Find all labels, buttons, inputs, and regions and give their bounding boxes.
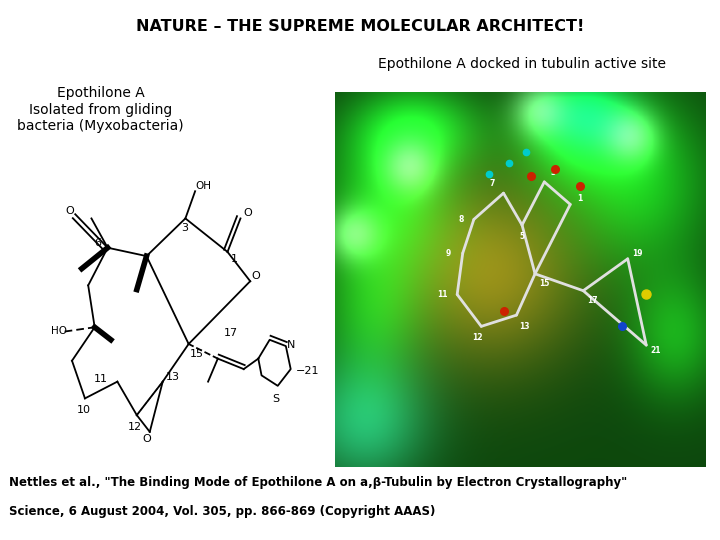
Text: OH: OH — [195, 181, 211, 191]
Text: 1: 1 — [230, 254, 238, 265]
Text: HO: HO — [51, 326, 67, 335]
Text: 5: 5 — [520, 232, 525, 241]
Text: 12: 12 — [472, 333, 483, 342]
Text: 13: 13 — [518, 322, 529, 331]
Text: 3: 3 — [551, 168, 556, 177]
Text: S: S — [273, 394, 279, 404]
Text: 11: 11 — [437, 290, 448, 299]
Text: N: N — [287, 340, 295, 350]
Text: 17: 17 — [225, 328, 238, 338]
Text: O: O — [66, 206, 74, 216]
Text: 13: 13 — [166, 372, 180, 382]
Text: Epothilone A docked in tubulin active site: Epothilone A docked in tubulin active si… — [378, 57, 666, 71]
Text: 21: 21 — [650, 346, 661, 355]
Text: 9: 9 — [445, 249, 451, 258]
Text: Epothilone A
Isolated from gliding
bacteria (Myxobacteria): Epothilone A Isolated from gliding bacte… — [17, 86, 184, 133]
Text: O: O — [142, 434, 151, 444]
Text: 12: 12 — [128, 422, 143, 432]
Text: Nettles et al., "The Binding Mode of Epothilone A on a,β-Tubulin by Electron Cry: Nettles et al., "The Binding Mode of Epo… — [9, 476, 627, 489]
Text: 7: 7 — [490, 179, 495, 188]
Text: 1: 1 — [577, 194, 582, 203]
Text: 3: 3 — [181, 223, 188, 233]
Text: O: O — [252, 271, 261, 281]
Text: 15: 15 — [539, 279, 549, 288]
Text: 6: 6 — [95, 238, 102, 248]
Text: 11: 11 — [94, 374, 108, 383]
Text: −21: −21 — [296, 366, 319, 376]
Text: Science, 6 August 2004, Vol. 305, pp. 866-869 (Copyright AAAS): Science, 6 August 2004, Vol. 305, pp. 86… — [9, 505, 435, 518]
Text: NATURE – THE SUPREME MOLECULAR ARCHITECT!: NATURE – THE SUPREME MOLECULAR ARCHITECT… — [136, 19, 584, 34]
Text: 8: 8 — [458, 215, 464, 224]
Text: O: O — [243, 208, 253, 218]
Text: 15: 15 — [190, 348, 204, 359]
Text: 19: 19 — [631, 249, 642, 258]
Text: 10: 10 — [76, 405, 90, 415]
Text: 17: 17 — [588, 295, 598, 305]
